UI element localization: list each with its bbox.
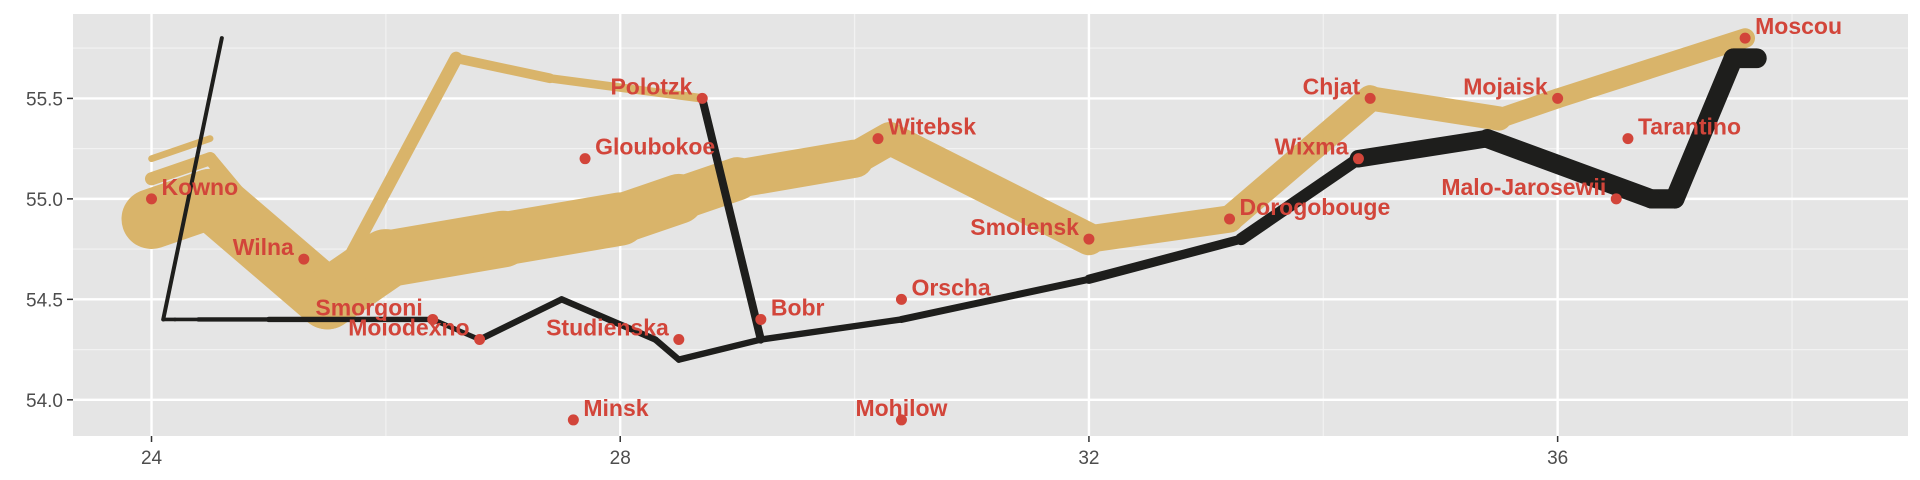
city-point (567, 414, 579, 426)
y-tick-label: 55.5 (26, 89, 63, 110)
route-segment (1358, 86, 1512, 131)
route-retreat-group-1 (161, 48, 1767, 363)
city-label: Polotzk (610, 73, 692, 99)
city-point (1083, 233, 1095, 245)
route-advance-group-1 (121, 28, 1756, 330)
city-point (673, 334, 685, 346)
city-point (872, 133, 884, 145)
city-point (895, 414, 907, 426)
city-point (1552, 92, 1564, 104)
route-segment (558, 296, 659, 343)
city-label: Tarantino (1638, 114, 1741, 140)
route-segment (1547, 28, 1756, 109)
city-label: Dorogobouge (1240, 194, 1391, 220)
city-point (146, 193, 158, 205)
city-label: Smolensk (970, 214, 1079, 240)
city-label: Moscou (1755, 13, 1842, 39)
route-segment (1235, 152, 1365, 246)
route-segment (1489, 88, 1568, 129)
city-label: Studienska (546, 315, 669, 341)
city-label: Mohilow (855, 395, 947, 421)
route-segment (873, 122, 1106, 256)
city-point (1622, 133, 1634, 145)
route-segment (1349, 129, 1497, 168)
route-segment (757, 316, 905, 343)
city-label: Moiodexno (348, 315, 469, 341)
y-tick-label: 54.5 (26, 290, 63, 311)
route-segment (320, 51, 463, 306)
route-segment (698, 94, 765, 344)
route-segment (144, 152, 217, 186)
route-retreat-group-2 (698, 94, 765, 344)
city-label: Wixma (1274, 134, 1348, 160)
city-markers (146, 32, 1751, 426)
route-segment (1084, 234, 1246, 284)
route-segment (203, 152, 334, 306)
route-segment (652, 336, 682, 363)
city-label: Witebsk (888, 114, 976, 140)
city-label: Orscha (911, 274, 990, 300)
city-label: Chjat (1303, 73, 1361, 99)
y-tick-label: 54.0 (26, 391, 63, 412)
route-segment (897, 275, 1093, 323)
route-segment (430, 316, 483, 343)
city-label: Kowno (162, 174, 239, 200)
route-segment (1665, 48, 1744, 209)
city-point (579, 153, 591, 165)
city-label: Mojaisk (1463, 73, 1548, 99)
y-tick-label: 55.0 (26, 190, 63, 211)
city-point (1224, 213, 1236, 225)
route-segment (1216, 85, 1384, 233)
city-point (1352, 153, 1364, 165)
city-point (1364, 92, 1376, 104)
route-segment (675, 336, 765, 363)
troop-paths (121, 28, 1767, 363)
route-segment (718, 139, 874, 198)
x-tick-label: 24 (141, 448, 163, 469)
city-point (1739, 32, 1751, 44)
route-advance-group-2 (144, 51, 707, 306)
city-label: Wilna (233, 234, 294, 260)
route-retreat-group-3 (161, 36, 224, 322)
route-segment (1075, 205, 1244, 253)
route-segment (1477, 129, 1661, 209)
route-segment (451, 53, 555, 84)
route-segment (545, 74, 707, 103)
x-tick-label: 36 (1547, 448, 1568, 469)
city-point (298, 253, 310, 265)
city-label: Minsk (583, 395, 648, 421)
city-label: Gloubokoe (595, 134, 715, 160)
city-label: Smorgoni (315, 294, 422, 320)
city-point (696, 92, 708, 104)
route-segment (476, 296, 565, 343)
axes-ticks: 24 28 32 36 54.0 54.5 55.0 55.5 (26, 89, 1568, 469)
city-point (1610, 193, 1622, 205)
x-tick-label: 28 (610, 448, 631, 469)
city-point (895, 293, 907, 305)
city-point (427, 313, 439, 325)
city-label: Malo-Jarosewii (1441, 174, 1606, 200)
x-tick-label: 32 (1078, 448, 1099, 469)
route-segment (161, 36, 224, 322)
city-point (755, 313, 767, 325)
city-point (474, 334, 486, 346)
city-label: Bobr (771, 294, 825, 320)
